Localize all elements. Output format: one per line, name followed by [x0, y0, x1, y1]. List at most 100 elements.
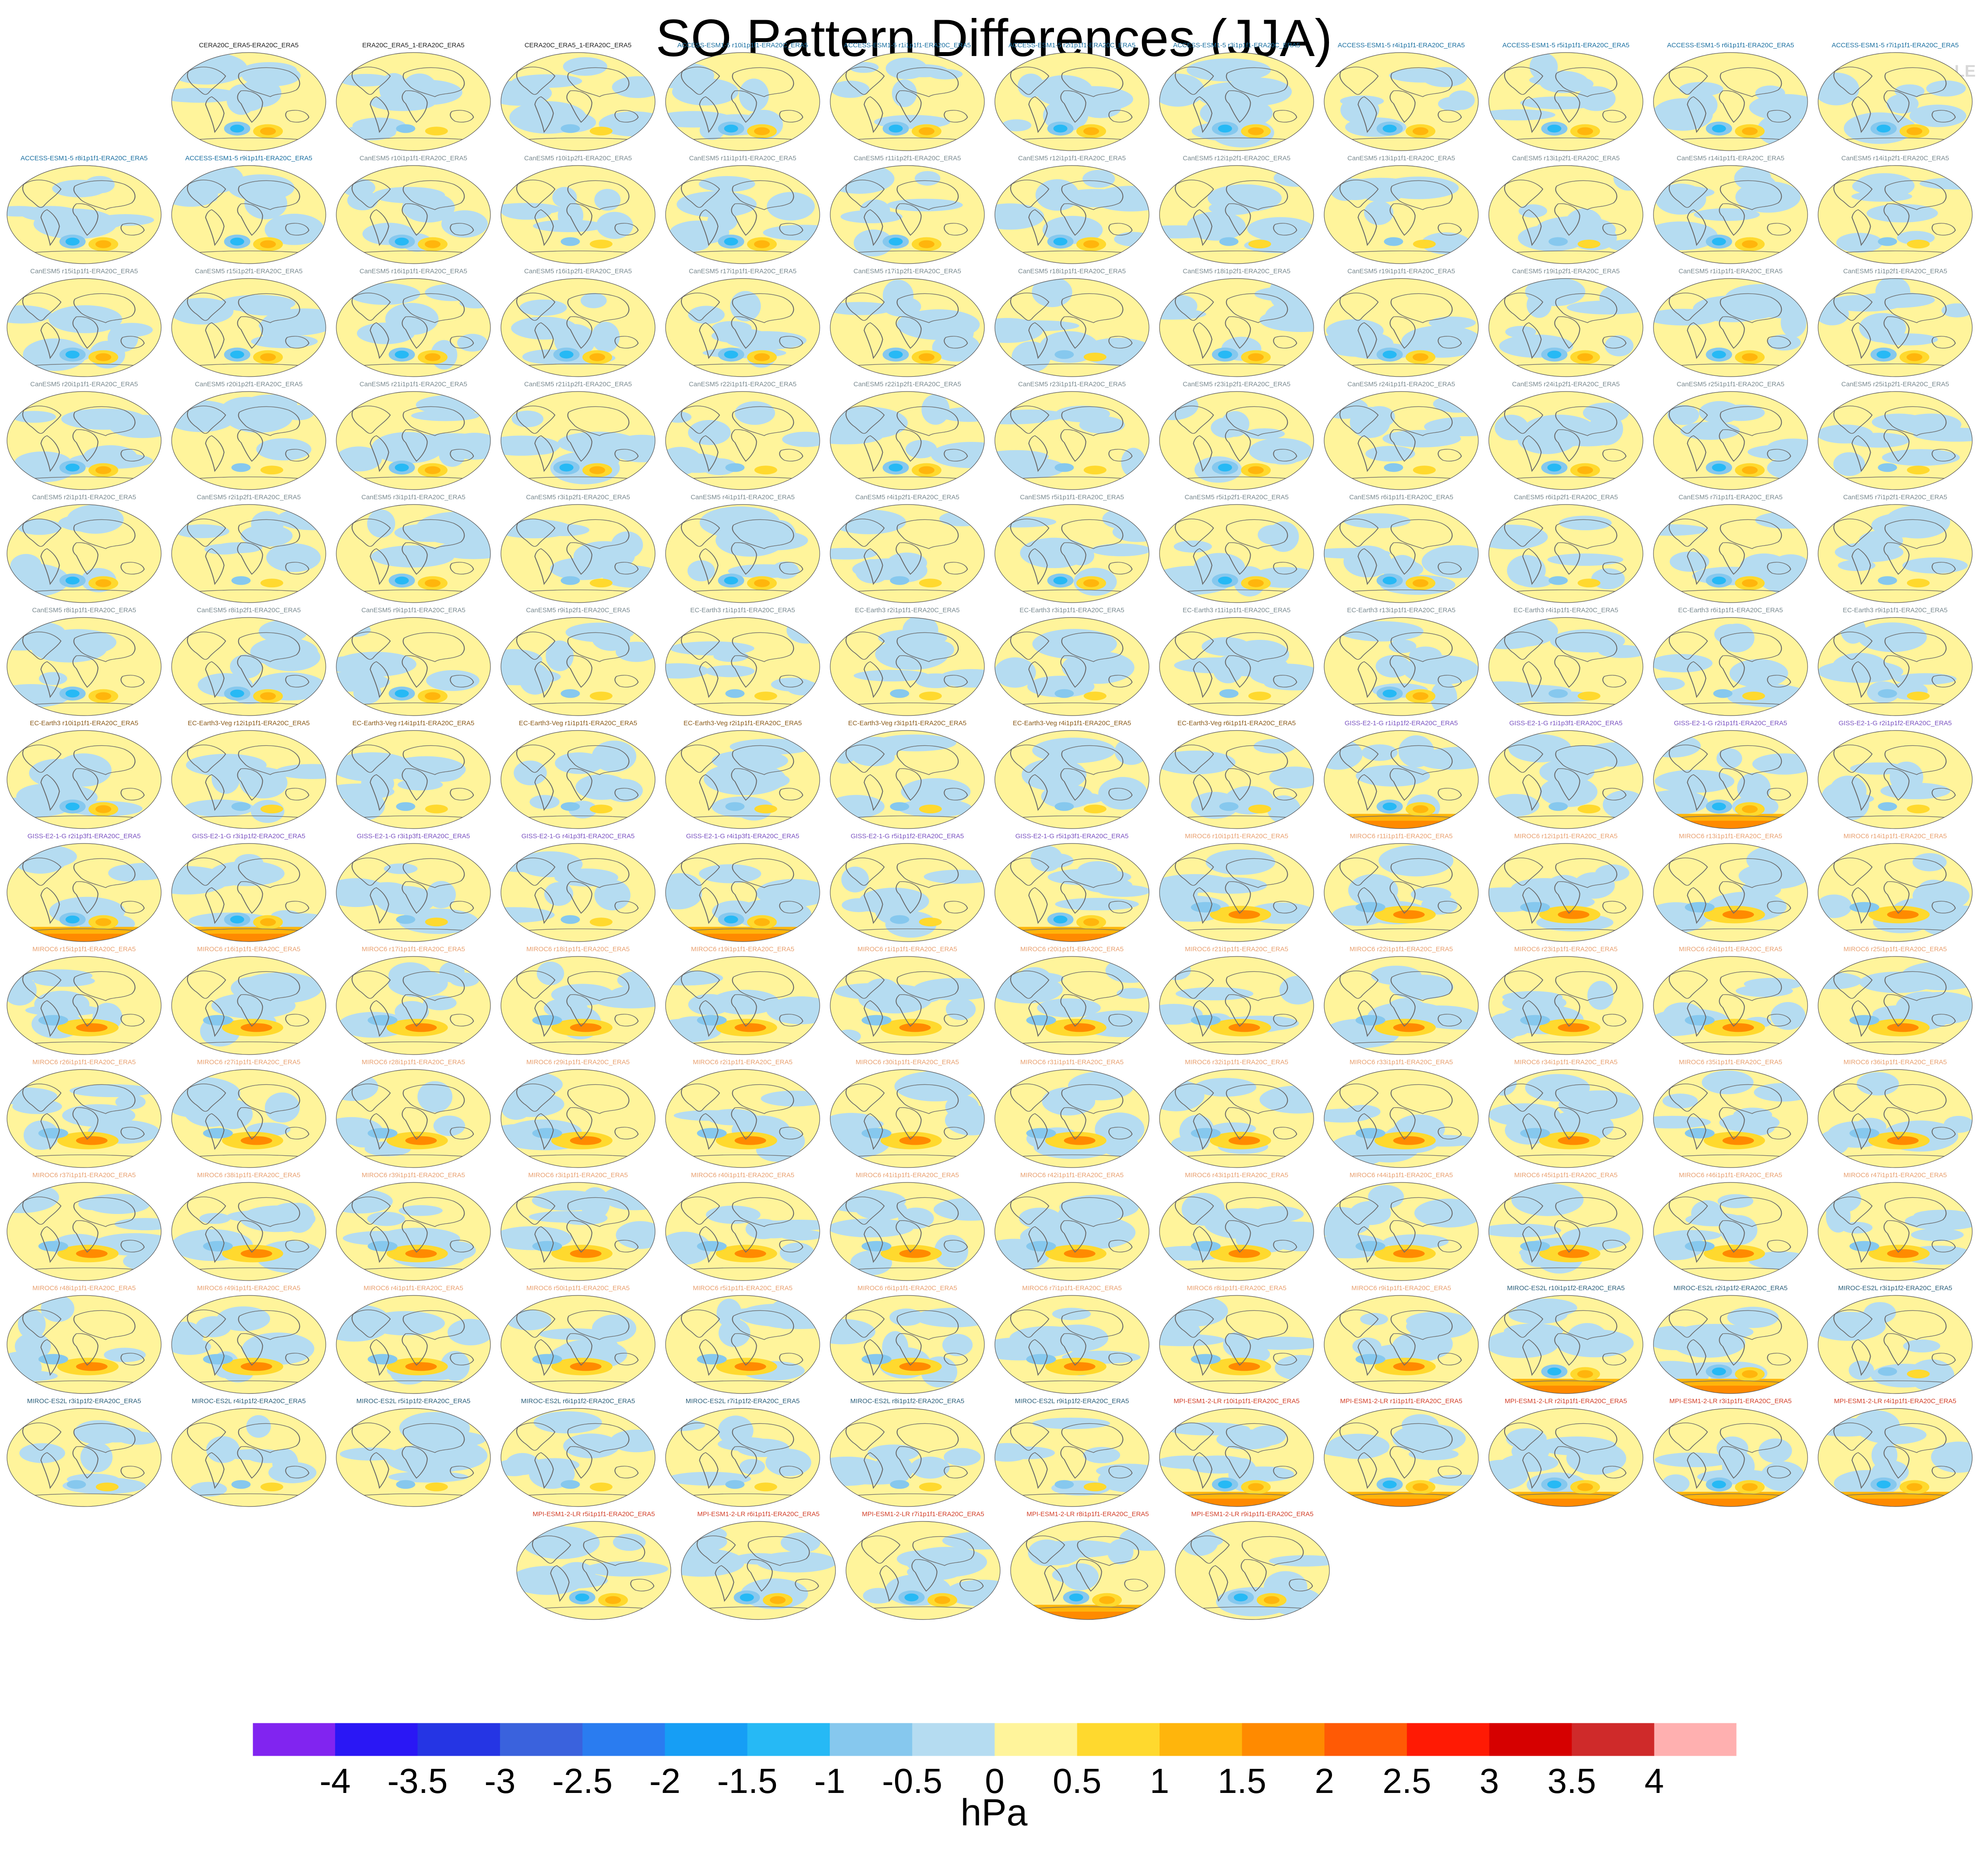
panel-title: CanESM5 r8i1p1f1-ERA20C_ERA5 — [32, 607, 136, 614]
anomaly-patch — [1577, 240, 1600, 249]
anomaly-patch — [763, 225, 820, 241]
anomaly-patch — [589, 805, 613, 814]
anomaly-patch — [1878, 237, 1897, 246]
panel-title: CanESM5 r11i1p2f1-ERA20C_ERA5 — [854, 155, 961, 162]
anomaly-patch — [203, 1128, 233, 1139]
map-border — [830, 278, 985, 377]
map-border — [1324, 278, 1479, 377]
anomaly-patch — [336, 885, 410, 905]
map-panel: CanESM5 r16i1p1f1-ERA20C_ERA5 — [336, 268, 491, 377]
map-border — [171, 165, 326, 264]
panel-title: MIROC6 r18i1p1f1-ERA20C_ERA5 — [526, 946, 630, 953]
map-border — [501, 617, 656, 716]
map-border — [1653, 391, 1808, 490]
anomaly-patch — [1398, 735, 1435, 768]
anomaly-patch — [924, 869, 984, 884]
anomaly-patch — [1438, 96, 1468, 111]
anomaly-patch — [560, 689, 580, 698]
anomaly-patch — [1064, 1023, 1096, 1032]
anomaly-patch — [536, 961, 564, 985]
anomaly-patch — [1886, 94, 1919, 114]
anomaly-patch — [76, 1136, 108, 1145]
anomaly-patch — [1053, 124, 1068, 133]
panel-title: CanESM5 r2i1p1f1-ERA20C_ERA5 — [32, 494, 136, 501]
anomaly-patch — [1878, 463, 1897, 472]
anomaly-patch — [1248, 579, 1264, 587]
panel-title: CanESM5 r18i1p1f1-ERA20C_ERA5 — [1018, 268, 1126, 275]
anomaly-patch — [1365, 446, 1415, 462]
panel-title: CanESM5 r13i1p1f1-ERA20C_ERA5 — [1347, 155, 1455, 162]
map-panel: EC-Earth3-Veg r6i1p1f1-ERA20C_ERA5 — [1159, 720, 1314, 829]
anomaly-patch — [23, 969, 93, 982]
anomaly-patch — [559, 350, 574, 359]
anomaly-patch — [888, 124, 903, 133]
panel-title: CanESM5 r10i1p2f1-ERA20C_ERA5 — [524, 155, 632, 162]
map-panel: ACCESS-ESM1-5 r1i1p1f1-ERA20C_ERA5 — [830, 42, 985, 151]
anomaly-patch — [1054, 689, 1074, 698]
anomaly-patch — [1907, 805, 1930, 814]
map-border — [336, 165, 491, 264]
map-border — [501, 843, 656, 942]
map-panel: GISS-E2-1-G r2i1p1f2-ERA20C_ERA5 — [1818, 720, 1973, 829]
colorbar-swatch — [912, 1723, 995, 1756]
anomaly-patch — [1218, 463, 1232, 472]
map-border — [830, 165, 985, 264]
anomaly-patch — [1228, 1023, 1260, 1032]
map-panel: ACCESS-ESM1-5 r7i1p1f1-ERA20C_ERA5 — [1818, 42, 1973, 151]
panel-title: CanESM5 r21i1p1f1-ERA20C_ERA5 — [360, 381, 467, 388]
anomaly-patch — [425, 240, 441, 248]
anomaly-patch — [589, 692, 613, 701]
map-border — [994, 956, 1149, 1055]
map-panel: MIROC6 r22i1p1f1-ERA20C_ERA5 — [1324, 946, 1479, 1055]
map-border — [665, 617, 820, 716]
anomaly-patch — [95, 692, 111, 700]
anomaly-patch — [512, 74, 582, 88]
map-panel: MIROC6 r23i1p1f1-ERA20C_ERA5 — [1488, 946, 1643, 1055]
anomaly-patch — [767, 192, 815, 221]
anomaly-patch — [1547, 350, 1561, 359]
map-border — [336, 617, 491, 716]
anomaly-patch — [411, 410, 480, 421]
anomaly-patch — [172, 298, 234, 325]
map-panel: GISS-E2-1-G r1i1p3f1-ERA20C_ERA5 — [1488, 720, 1643, 829]
panel-title: CanESM5 r25i1p1f1-ERA20C_ERA5 — [1677, 381, 1784, 388]
anomaly-patch — [260, 466, 283, 475]
anomaly-patch — [1722, 910, 1754, 919]
map-border — [665, 278, 820, 377]
colorbar-swatch — [1572, 1723, 1655, 1756]
anomaly-patch — [48, 305, 123, 333]
anomaly-patch — [1517, 425, 1576, 454]
panel-title: MIROC6 r19i1p1f1-ERA20C_ERA5 — [691, 946, 794, 953]
anomaly-patch — [395, 689, 409, 698]
anomaly-patch — [439, 962, 465, 983]
anomaly-patch — [882, 296, 921, 317]
map-border — [1818, 52, 1973, 151]
anomaly-patch — [1079, 416, 1125, 434]
anomaly-patch — [532, 1015, 562, 1026]
anomaly-patch — [260, 579, 283, 588]
anomaly-patch — [231, 576, 251, 585]
map-border — [1324, 504, 1479, 603]
anomaly-patch — [1083, 240, 1099, 248]
map-border — [7, 504, 162, 603]
map-panel: MIROC6 r10i1p1f1-ERA20C_ERA5 — [1159, 833, 1314, 942]
anomaly-patch — [1191, 1015, 1221, 1026]
map-panel: CanESM5 r16i1p2f1-ERA20C_ERA5 — [501, 268, 656, 377]
anomaly-patch — [62, 1104, 136, 1127]
map-border — [171, 391, 326, 490]
map-border — [336, 504, 491, 603]
anomaly-patch — [1838, 560, 1876, 571]
anomaly-patch — [1849, 1015, 1879, 1026]
anomaly-patch — [1510, 878, 1578, 901]
anomaly-patch — [666, 62, 715, 89]
anomaly-patch — [1907, 466, 1930, 475]
anomaly-patch — [888, 237, 903, 246]
anomaly-patch — [1685, 902, 1715, 913]
map-panel: MIROC6 r24i1p1f1-ERA20C_ERA5 — [1653, 946, 1808, 1055]
panel-title: GISS-E2-1-G r2i1p1f1-ERA20C_ERA5 — [1674, 720, 1787, 727]
anomaly-patch — [1259, 308, 1314, 332]
panel-title: CanESM5 r10i1p1f1-ERA20C_ERA5 — [360, 155, 467, 162]
anomaly-patch — [1518, 204, 1547, 218]
anomaly-patch — [995, 203, 1044, 230]
anomaly-patch — [711, 328, 768, 343]
